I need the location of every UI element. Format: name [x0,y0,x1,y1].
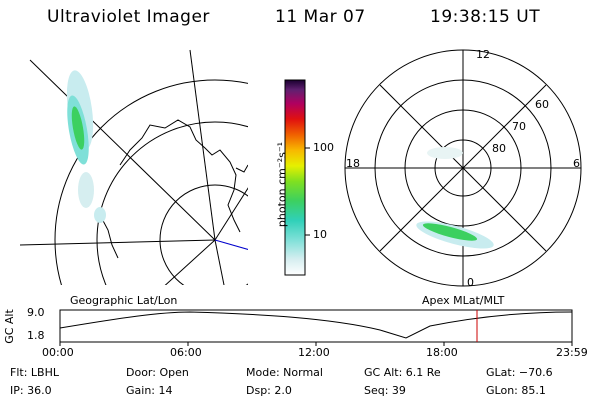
colorbar-tick: 100 [313,141,334,154]
colorbar-tick: 10 [313,228,327,241]
mlt-label-12: 12 [476,48,490,61]
altitude-axis-label: GC Alt [2,309,16,344]
mlt-label-18: 18 [346,157,360,170]
aurora-emission-mag [416,147,494,249]
meridian-line [214,239,225,285]
instrument-title: Ultraviolet Imager [47,7,210,27]
glon-info: GLon: 85.1 [486,384,546,397]
meridian-line [164,239,216,285]
polar-grid [344,49,582,287]
gain-info: Gain: 14 [126,384,173,397]
mlt-label-6: 6 [573,157,580,170]
altitude-x-tick: 00:00 [42,346,74,359]
local-meridian [214,239,248,250]
door-info: Door: Open [126,366,189,379]
altitude-x-tick: 12:00 [298,346,330,359]
meridian-line [214,187,248,241]
coastline [99,214,119,259]
filter-info: Flt: LBHL [10,366,59,379]
time-label: 19:38:15 UT [430,7,541,27]
date-label: 11 Mar 07 [275,7,366,27]
aurora-emission-geo [66,70,106,223]
lat-label-60: 60 [535,98,549,111]
altitude-panel [59,309,573,343]
meridian-line [189,49,216,241]
lat-label-70: 70 [512,120,526,133]
altitude-x-tick: 23:59 [556,346,588,359]
altitude-trace [59,311,573,339]
lat-circle [96,121,248,285]
lat-circle [159,184,248,285]
geo-panel-label: Geographic Lat/Lon [70,294,178,307]
mlt-label-0: 0 [467,276,474,289]
altitude-x-tick: 06:00 [170,346,202,359]
meridian-line [20,239,216,246]
mode-info: Mode: Normal [246,366,323,379]
coastline [235,164,248,173]
meridian-line [29,59,216,241]
altitude-y-tick: 9.0 [27,306,45,319]
dsp-info: Dsp: 2.0 [246,384,292,397]
altitude-x-tick: 18:00 [426,346,458,359]
seq-info: Seq: 39 [364,384,406,397]
colorbar [284,79,306,276]
altitude-y-tick: 1.8 [27,329,45,342]
ip-info: IP: 36.0 [10,384,52,397]
glat-info: GLat: −70.6 [486,366,553,379]
mag-panel-label: Apex MLat/MLT [422,294,505,307]
coastline [119,119,241,233]
gc-alt-info: GC Alt: 6.1 Re [364,366,441,379]
lat-label-80: 80 [492,142,506,155]
colorbar-unit-label: photon cm⁻²s⁻¹ [275,141,289,228]
lat-circle [54,79,248,285]
